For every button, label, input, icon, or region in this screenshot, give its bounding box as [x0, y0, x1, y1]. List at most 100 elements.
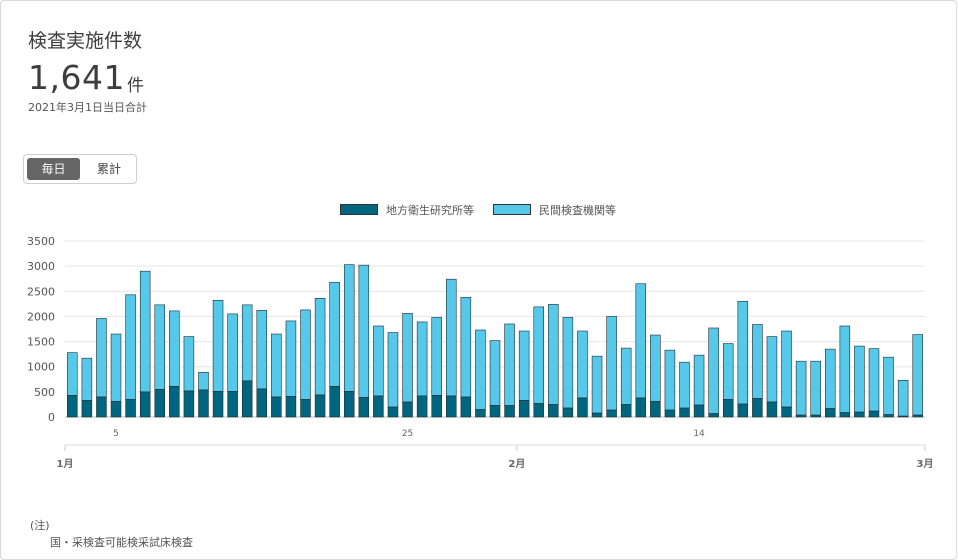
bar-local-labs — [446, 395, 457, 418]
bar-private-labs — [81, 357, 93, 401]
bar-private-labs — [795, 360, 807, 416]
bar-local-labs — [169, 386, 180, 418]
bar-private-labs — [548, 304, 559, 405]
y-tick-label: 2500 — [27, 285, 55, 298]
bar-local-labs — [271, 396, 282, 418]
bar-local-labs — [300, 399, 311, 418]
bar-local-labs — [752, 398, 763, 418]
x-month-tick-label: 3月 — [917, 458, 934, 470]
bar-local-labs — [781, 406, 792, 418]
bar-private-labs — [110, 333, 122, 402]
bar-private-labs — [722, 343, 734, 400]
x-day-tick-label: 5 — [113, 429, 119, 439]
bar-local-labs — [96, 396, 107, 418]
legend-swatch-private-labs[interactable] — [493, 204, 531, 215]
bar-private-labs — [577, 330, 588, 399]
bar-private-labs — [285, 320, 297, 397]
bar-local-labs — [212, 391, 224, 418]
x-day-tick-label: 14 — [693, 429, 705, 439]
notes-line: 国・采検査可能検采試床検査 — [50, 536, 193, 549]
bar-local-labs — [227, 391, 238, 418]
bar-local-labs — [387, 406, 399, 418]
bar-local-labs — [606, 409, 617, 418]
bar-private-labs — [358, 264, 370, 398]
bar-local-labs — [679, 407, 690, 418]
daily-button[interactable]: 毎日 — [27, 158, 80, 180]
bar-private-labs — [810, 360, 821, 416]
bar-private-labs — [737, 301, 749, 405]
bar-local-labs — [766, 401, 778, 418]
bar-private-labs — [766, 336, 778, 403]
bar-local-labs — [824, 408, 836, 418]
bar-private-labs — [562, 317, 574, 409]
bar-local-labs — [577, 397, 588, 418]
bar-private-labs — [854, 345, 865, 413]
bar-local-labs — [620, 404, 632, 418]
y-tick-label: 3500 — [27, 235, 55, 248]
date-note: 2021年3月1日当日合計 — [28, 101, 147, 114]
bar-local-labs — [533, 403, 544, 418]
bar-local-labs — [154, 389, 166, 418]
bar-private-labs — [96, 318, 107, 398]
bar-private-labs — [212, 300, 224, 392]
bar-private-labs — [446, 278, 457, 397]
bar-private-labs — [868, 348, 880, 412]
y-tick-label: 500 — [34, 386, 55, 399]
bar-local-labs — [810, 414, 821, 418]
y-tick-label: 1500 — [27, 336, 55, 349]
bar-local-labs — [402, 401, 413, 418]
bar-local-labs — [256, 388, 268, 418]
bar-private-labs — [839, 325, 851, 413]
bar-local-labs — [708, 413, 719, 418]
bar-local-labs — [868, 410, 880, 418]
bar-private-labs — [708, 327, 719, 414]
bar-local-labs — [139, 391, 151, 418]
y-tick-label: 3000 — [27, 260, 55, 273]
legend-label-local-labs[interactable]: 地方衛生研究所等 — [386, 204, 474, 217]
bar-local-labs — [722, 399, 734, 418]
bar-local-labs — [431, 395, 442, 418]
bar-private-labs — [752, 324, 763, 399]
cumulative-button[interactable]: 累計 — [96, 162, 121, 176]
bar-private-labs — [475, 329, 486, 410]
legend-swatch-local-labs[interactable] — [340, 204, 378, 215]
bar-private-labs — [824, 348, 836, 409]
bar-local-labs — [314, 394, 326, 418]
stacked-bar-chart: 0 500 1000 1500 2000 2500 3000 3500 5 25 14 1月 2月 3月 — [27, 235, 934, 470]
bar-private-labs — [591, 355, 603, 414]
bar-local-labs — [912, 414, 923, 418]
bar-private-labs — [169, 310, 180, 387]
bar-local-labs — [373, 395, 384, 418]
bar-private-labs — [606, 316, 617, 411]
bar-private-labs — [693, 354, 705, 406]
bar-private-labs — [271, 333, 282, 398]
bar-local-labs — [329, 386, 340, 418]
bar-private-labs — [635, 283, 647, 399]
legend-label-private-labs[interactable]: 民間検査機関等 — [539, 204, 616, 217]
bar-local-labs — [489, 405, 501, 418]
bar-local-labs — [81, 400, 93, 418]
total-unit: 件 — [127, 76, 144, 96]
bar-local-labs — [343, 391, 355, 418]
total-value: 1,641 — [28, 58, 125, 97]
bar-local-labs — [416, 395, 428, 418]
bar-private-labs — [883, 356, 894, 415]
bar-local-labs — [854, 411, 865, 418]
bar-local-labs — [358, 397, 370, 418]
bar-private-labs — [679, 361, 690, 409]
bar-private-labs — [373, 325, 384, 397]
bar-private-labs — [402, 313, 413, 403]
bar-private-labs — [256, 310, 268, 390]
bar-local-labs — [241, 380, 253, 418]
bar-local-labs — [110, 401, 122, 418]
bar-private-labs — [387, 332, 399, 408]
x-day-tick-label: 25 — [402, 429, 413, 439]
bar-private-labs — [241, 304, 253, 382]
bar-local-labs — [460, 396, 472, 418]
y-tick-label: 0 — [48, 411, 55, 424]
bar-local-labs — [737, 403, 749, 418]
bar-local-labs — [475, 409, 486, 418]
bar-private-labs — [504, 323, 515, 406]
bar-local-labs — [693, 404, 705, 418]
